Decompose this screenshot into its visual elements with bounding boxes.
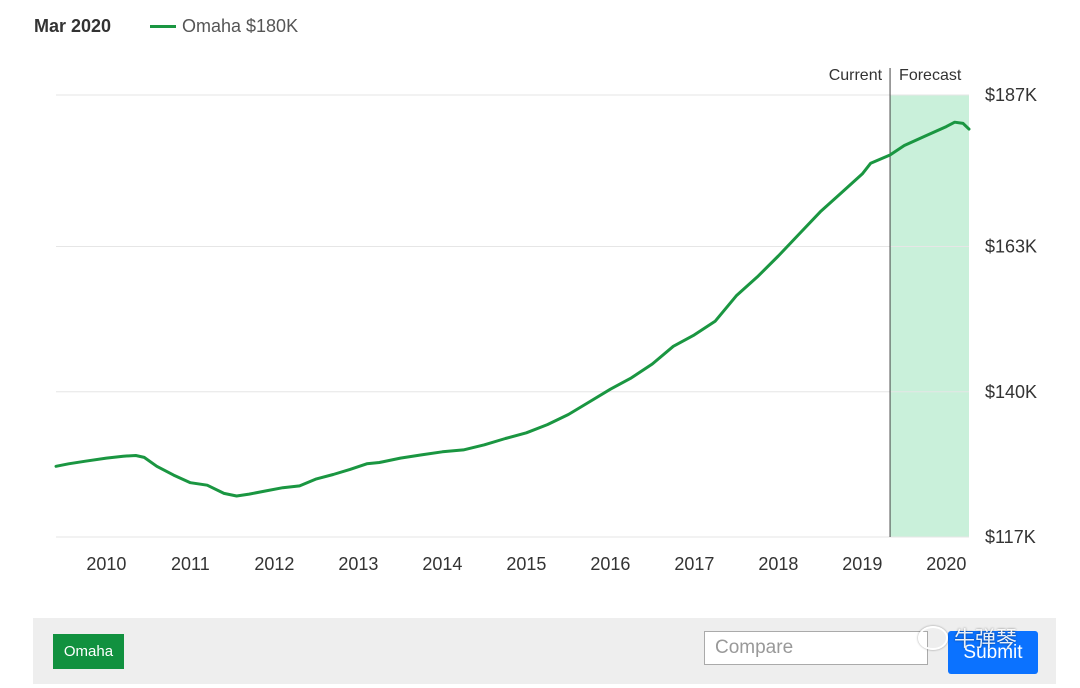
x-tick-label: 2015 bbox=[506, 554, 546, 574]
x-tick-label: 2012 bbox=[254, 554, 294, 574]
forecast-region bbox=[890, 95, 969, 537]
compare-input[interactable] bbox=[704, 631, 928, 665]
x-tick-label: 2010 bbox=[86, 554, 126, 574]
legend-swatch bbox=[150, 25, 176, 28]
wechat-icon bbox=[918, 626, 948, 650]
x-tick-label: 2019 bbox=[842, 554, 882, 574]
x-tick-label: 2016 bbox=[590, 554, 630, 574]
x-tick-label: 2018 bbox=[758, 554, 798, 574]
chart-date: Mar 2020 bbox=[34, 16, 112, 36]
y-tick-label: $140K bbox=[985, 382, 1037, 402]
submit-button[interactable]: Submit bbox=[948, 631, 1038, 674]
y-tick-label: $163K bbox=[985, 237, 1037, 257]
x-tick-label: 2020 bbox=[926, 554, 966, 574]
series-line-omaha bbox=[54, 120, 971, 498]
compare-bar: Omaha Submit bbox=[33, 618, 1056, 684]
watermark: 牛弹琴 bbox=[918, 623, 1017, 653]
legend: Omaha $180K bbox=[150, 16, 298, 37]
home-value-chart: $187K $163K $140K $117K Current Forecast 2010 2… bbox=[54, 67, 1037, 574]
y-tick-label: $187K bbox=[985, 85, 1037, 105]
watermark-text: 牛弹琴 bbox=[954, 628, 1017, 651]
legend-label: Omaha $180K bbox=[182, 16, 299, 36]
forecast-label: Forecast bbox=[899, 67, 962, 84]
region-chip-omaha[interactable]: Omaha bbox=[53, 634, 124, 669]
current-label: Current bbox=[829, 67, 883, 84]
x-tick-label: 2013 bbox=[338, 554, 378, 574]
y-tick-label: $117K bbox=[985, 527, 1036, 547]
x-tick-label: 2017 bbox=[674, 554, 714, 574]
x-tick-label: 2014 bbox=[422, 554, 462, 574]
x-tick-label: 2011 bbox=[171, 554, 210, 574]
